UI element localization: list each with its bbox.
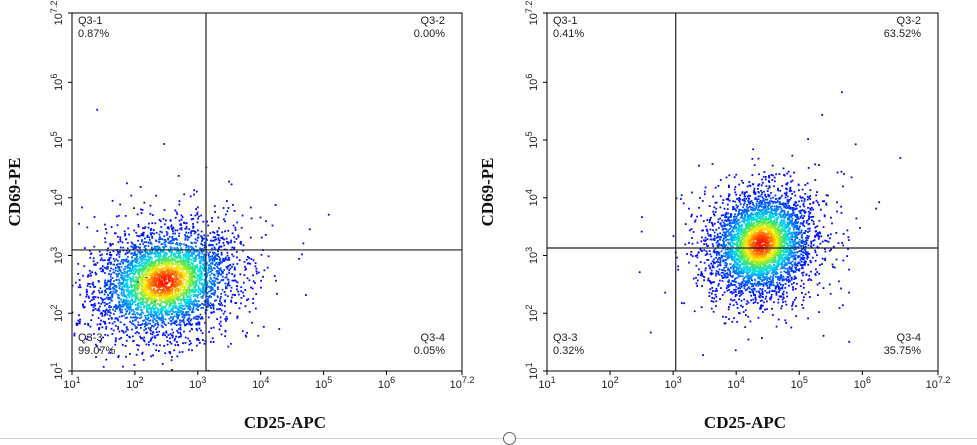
x-tick-label: 105 (315, 375, 332, 391)
y-tick-label: 105 (49, 131, 65, 148)
quadrant-percent-bottom-right: 35.75% (884, 345, 922, 357)
quadrant-name-top-left: Q3-1 (553, 15, 577, 27)
quadrant-name-bottom-right: Q3-4 (421, 332, 445, 344)
quadrant-name-bottom-left: Q3-3 (553, 332, 577, 344)
y-axis-title: CD69-PE (5, 158, 24, 227)
y-tick-label: 106 (49, 74, 65, 91)
y-tick-label: 105 (524, 131, 540, 148)
y-tick-label: 102 (524, 305, 540, 322)
dotplot-right: 101 102 103 104 105 106 107.2 101 102 103 104 105 10… (475, 0, 955, 442)
quadrant-name-bottom-right: Q3-4 (897, 332, 921, 344)
plot-panel-right: 101 102 103 104 105 106 107.2 101 102 103 104 105 10… (475, 0, 955, 442)
y-tick-label: 104 (524, 189, 540, 206)
plot-panel-left: 101 102 103 104 105 106 107.2 101 102 103 104 105 10… (0, 0, 480, 442)
quadrant-percent-bottom-left: 99.07% (78, 345, 116, 357)
x-axis-title: CD25-APC (704, 413, 786, 432)
scroll-handle-icon[interactable] (503, 432, 516, 445)
quadrant-percent-bottom-right: 0.05% (414, 345, 445, 357)
x-tick-label: 102 (601, 375, 618, 391)
quadrant-percent-top-left: 0.87% (78, 28, 109, 40)
quadrant-percent-top-right: 0.00% (414, 28, 445, 40)
event-dots (0, 109, 330, 442)
quadrant-name-bottom-left: Q3-3 (78, 332, 102, 344)
x-tick-label: 106 (378, 375, 395, 391)
x-tick-label: 104 (728, 375, 745, 391)
bottom-divider (0, 438, 977, 439)
event-dots (639, 91, 901, 356)
quadrant-name-top-right: Q3-2 (421, 15, 445, 27)
y-tick-label: 103 (49, 247, 65, 264)
quadrant-name-top-right: Q3-2 (897, 15, 921, 27)
y-tick-label: 102 (49, 305, 65, 322)
x-tick-label: 107.2 (450, 375, 475, 391)
x-tick-label: 103 (664, 375, 681, 391)
quadrant-percent-bottom-left: 0.32% (553, 345, 584, 357)
x-tick-label: 101 (538, 375, 555, 391)
x-tick-label: 104 (252, 375, 269, 391)
x-tick-label: 103 (189, 375, 206, 391)
quadrant-name-top-left: Q3-1 (78, 15, 102, 27)
y-tick-label: 106 (524, 74, 540, 91)
y-tick-label: 101 (49, 362, 65, 379)
x-tick-label: 105 (791, 375, 808, 391)
dotplot-left: 101 102 103 104 105 106 107.2 101 102 103 104 105 10… (0, 0, 480, 442)
x-tick-label: 106 (854, 375, 871, 391)
x-tick-label: 102 (126, 375, 143, 391)
x-tick-label: 107.2 (926, 375, 951, 391)
quadrant-percent-top-left: 0.41% (553, 28, 584, 40)
y-tick-label: 101 (524, 362, 540, 379)
x-tick-label: 101 (63, 375, 80, 391)
y-axis-title: CD69-PE (478, 158, 497, 227)
y-tick-label: 107.2 (524, 1, 540, 26)
y-tick-label: 104 (49, 189, 65, 206)
x-axis-title: CD25-APC (244, 413, 326, 432)
quadrant-percent-top-right: 63.52% (884, 28, 922, 40)
y-tick-label: 107.2 (49, 1, 65, 26)
y-tick-label: 103 (524, 247, 540, 264)
